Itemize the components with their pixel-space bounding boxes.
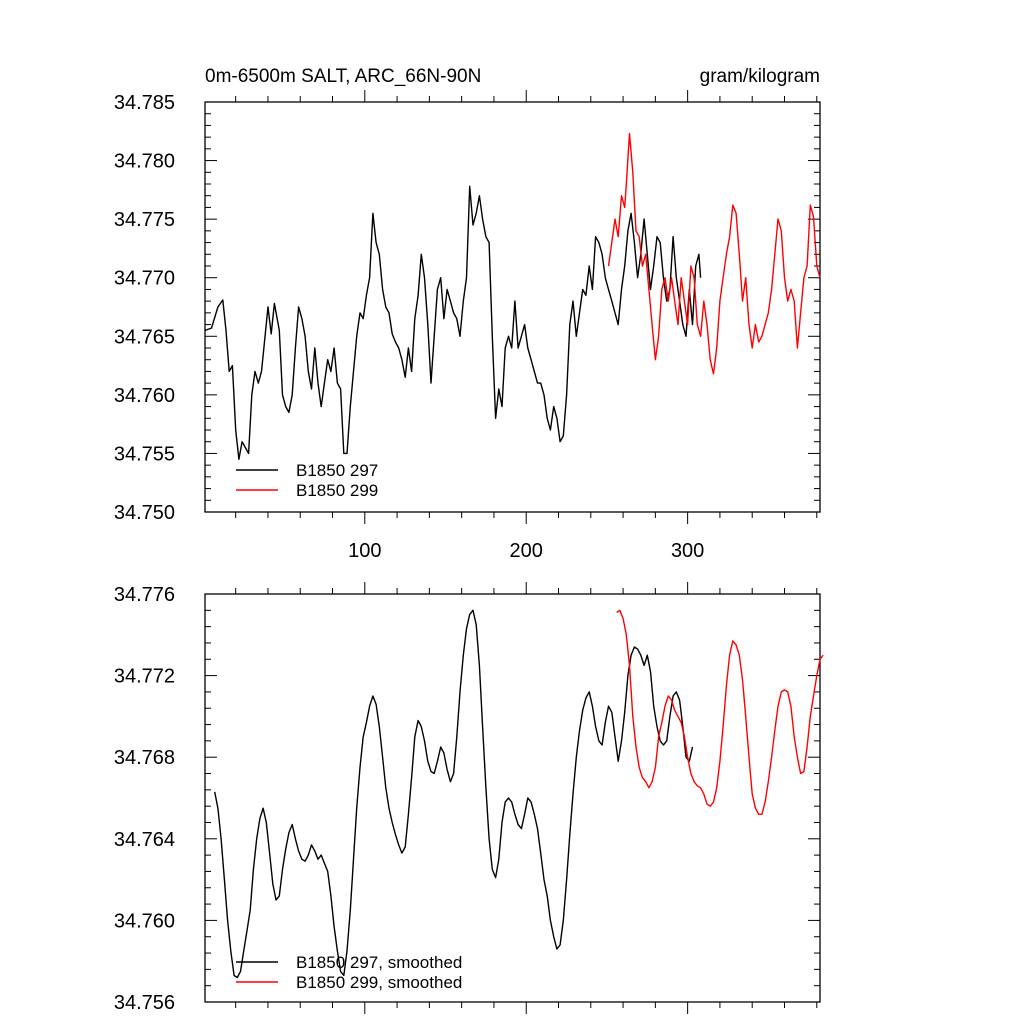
series-line-b1850-297: [204, 185, 702, 460]
plot-frame: [204, 593, 821, 1003]
y-tick-label: 34.760: [114, 385, 175, 407]
bottom-panel: 34.756 34.760 34.764 34.768 34.772 34.776 B185…: [114, 582, 824, 1014]
plot-frame: [204, 101, 821, 513]
legend-label: B1850 297: [296, 461, 378, 480]
y-tick-label: 34.768: [114, 747, 175, 769]
x-tick-label: 100: [348, 540, 381, 562]
y-tick-label: 34.765: [114, 326, 175, 348]
y-tick-label: 34.750: [114, 502, 175, 524]
x-tick-label: 300: [671, 540, 704, 562]
y-tick-label: 34.780: [114, 151, 175, 173]
y-tick-label: 34.785: [114, 92, 175, 114]
x-tick-label: 200: [510, 540, 543, 562]
y-tick-label: 34.756: [114, 992, 175, 1014]
series-line-b1850-299: [607, 132, 821, 375]
y-tick-label: 34.760: [114, 910, 175, 932]
y-tick-label: 34.764: [114, 829, 175, 851]
legend-label: B1850 299, smoothed: [296, 973, 462, 992]
y-tick-label: 34.772: [114, 666, 175, 688]
series-line-b1850-297: [214, 609, 694, 979]
top-panel: 100 200 300 34.750 34.755 34.760 34.765 34.770 3…: [114, 90, 821, 562]
y-tick-label: 34.775: [114, 209, 175, 231]
y-tick-label: 34.770: [114, 268, 175, 290]
y-tick-label: 34.776: [114, 584, 175, 606]
chart-units: gram/kilogram: [700, 66, 820, 87]
legend-label: B1850 299: [296, 481, 378, 500]
legend-label: B1850 297, smoothed: [296, 953, 462, 972]
chart-title: 0m-6500m SALT, ARC_66N-90N: [205, 66, 481, 87]
y-tick-label: 34.755: [114, 443, 175, 465]
series-line-b1850-299: [616, 609, 824, 815]
